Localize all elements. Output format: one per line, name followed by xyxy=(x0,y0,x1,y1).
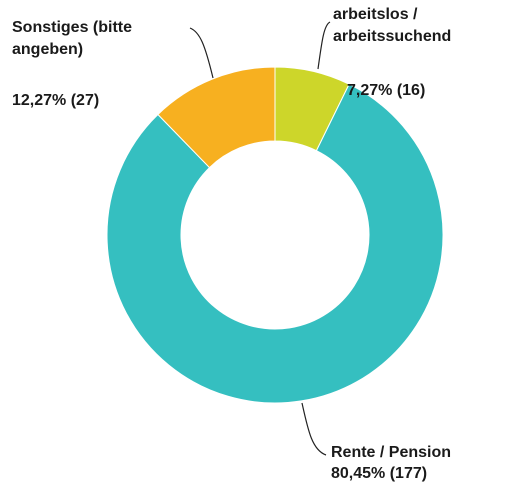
value-label: 80,45% (177) xyxy=(331,465,428,482)
slice xyxy=(106,83,444,404)
value-label: 12,27% (27) xyxy=(12,92,100,109)
leader-line xyxy=(301,402,327,456)
value-label: 7,27% (16) xyxy=(347,82,426,99)
leader-line xyxy=(317,21,331,70)
leader-line xyxy=(189,27,214,79)
category-label: arbeitslos / arbeitssuchend xyxy=(333,6,452,45)
category-label: Rente / Pension xyxy=(331,444,452,461)
slice xyxy=(157,66,276,169)
category-label: Sonstiges (bitte angeben) xyxy=(12,19,133,58)
slices xyxy=(106,66,444,404)
